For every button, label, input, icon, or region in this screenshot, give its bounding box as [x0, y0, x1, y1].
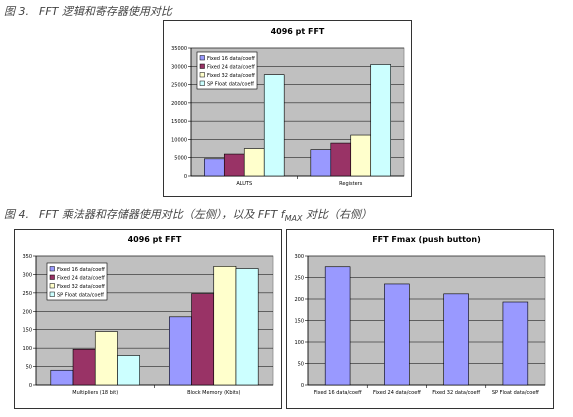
chart-fig4-right: FFT Fmax (push button) 0 50 100 150 200 250 300…	[286, 229, 554, 409]
figure-4-title-b: 对比（右侧）	[302, 208, 372, 221]
y-tick-label: 0	[184, 174, 187, 180]
chart-title: 4096 pt FFT	[128, 235, 182, 244]
legend-swatch	[199, 80, 205, 86]
bar	[72, 348, 96, 386]
bar	[204, 158, 225, 177]
figure-4-title-a: FFT 乘法器和存储器使用对比（左侧），以及 FFT f	[39, 208, 285, 221]
bar	[310, 149, 332, 177]
y-tick-label: 20000	[171, 101, 187, 107]
x-tick-label: Registers	[339, 181, 363, 187]
x-tick-label: Fixed 24 data/coeff	[373, 390, 421, 396]
legend-swatch	[199, 55, 205, 61]
bar	[243, 148, 265, 177]
figure-4-title-sub: MAX	[284, 214, 303, 224]
legend-swatch	[49, 266, 55, 272]
figure-4-number: 图 4.	[4, 208, 29, 221]
bar	[384, 283, 410, 386]
legend-label: Fixed 32 data/coeff	[207, 73, 255, 79]
legend-label: Fixed 16 data/coeff	[57, 267, 105, 273]
legend-box	[196, 51, 258, 90]
x-tick-label: Block Memory (Kbits)	[187, 390, 240, 396]
y-tick-label: 100	[22, 346, 32, 352]
legend-label: Fixed 32 data/coeff	[57, 284, 105, 290]
bar	[370, 64, 391, 177]
legend-swatch	[199, 63, 205, 69]
y-tick-label: 30000	[171, 64, 187, 70]
figure-3-number: 图 3.	[4, 5, 29, 18]
bar	[330, 142, 352, 177]
y-tick-label: 200	[22, 309, 32, 315]
bar	[263, 74, 285, 177]
y-tick-label: 15000	[171, 119, 187, 125]
bar	[191, 293, 215, 386]
x-tick-label: Fixed 16 data/coeff	[314, 390, 362, 396]
figure-3-title: FFT 逻辑和寄存器使用对比	[39, 5, 172, 18]
legend-swatch	[199, 72, 205, 78]
chart-fig4-right-svg: FFT Fmax (push button) 0 50 100 150 200 250 300…	[294, 235, 546, 396]
chart-fig3-svg: 4096 pt FFT 0 5000 10000 15000 20000 25000 3000…	[171, 27, 405, 187]
y-tick-label: 10000	[171, 137, 187, 143]
bar	[213, 266, 237, 386]
bar	[117, 355, 140, 386]
bar	[94, 331, 118, 386]
legend-swatch	[49, 283, 55, 289]
legend-label: Fixed 16 data/coeff	[207, 56, 255, 62]
x-tick-label: Multipliers (18 bit)	[72, 390, 118, 396]
legend-label: SP Float data/coeff	[207, 81, 255, 87]
legend-box	[46, 262, 108, 301]
y-tick-label: 300	[22, 272, 32, 278]
y-tick-label: 0	[301, 383, 304, 389]
bar	[324, 266, 351, 386]
y-tick-label: 300	[294, 254, 304, 260]
bar	[350, 134, 372, 177]
y-tick-label: 150	[22, 328, 32, 334]
chart-fig3: 4096 pt FFT 0 5000 10000 15000 20000 25000 3000…	[163, 20, 412, 197]
y-tick-label: 25000	[171, 83, 187, 89]
y-tick-label: 350	[22, 254, 32, 260]
bar	[169, 316, 192, 386]
chart-title: 4096 pt FFT	[271, 27, 325, 36]
chart-fig4-left: 4096 pt FFT 0 50 100 150 200 250 300 350 Multipli…	[14, 229, 282, 409]
y-tick-label: 50	[26, 365, 32, 371]
x-tick-label: Fixed 32 data/coeff	[432, 390, 480, 396]
x-tick-label: ALUTS	[236, 181, 252, 187]
figure-3-caption: 图 3. FFT 逻辑和寄存器使用对比	[4, 3, 172, 19]
bar	[50, 369, 74, 386]
bar	[235, 268, 259, 386]
y-tick-label: 5000	[174, 156, 187, 162]
y-tick-label: 35000	[171, 46, 187, 52]
bar	[502, 301, 529, 386]
legend-label: SP Float data/coeff	[57, 292, 105, 298]
y-tick-label: 250	[22, 291, 32, 297]
legend-label: Fixed 24 data/coeff	[57, 275, 105, 281]
chart-title: FFT Fmax (push button)	[372, 235, 481, 244]
legend-swatch	[49, 274, 55, 280]
chart-fig4-left-svg: 4096 pt FFT 0 50 100 150 200 250 300 350 Multipli…	[22, 235, 274, 396]
y-tick-label: 100	[294, 340, 304, 346]
legend-swatch	[49, 291, 55, 297]
figure-4-caption: 图 4. FFT 乘法器和存储器使用对比（左侧），以及 FFT fMAX 对比（右…	[4, 206, 372, 223]
bar	[223, 153, 245, 177]
y-tick-label: 200	[294, 297, 304, 303]
bar	[443, 293, 469, 386]
x-tick-label: SP Float data/coeff	[492, 390, 540, 396]
y-tick-label: 0	[29, 383, 32, 389]
y-tick-label: 250	[294, 276, 304, 282]
y-tick-label: 50	[298, 362, 304, 368]
legend-label: Fixed 24 data/coeff	[207, 64, 255, 70]
y-tick-label: 150	[294, 319, 304, 325]
